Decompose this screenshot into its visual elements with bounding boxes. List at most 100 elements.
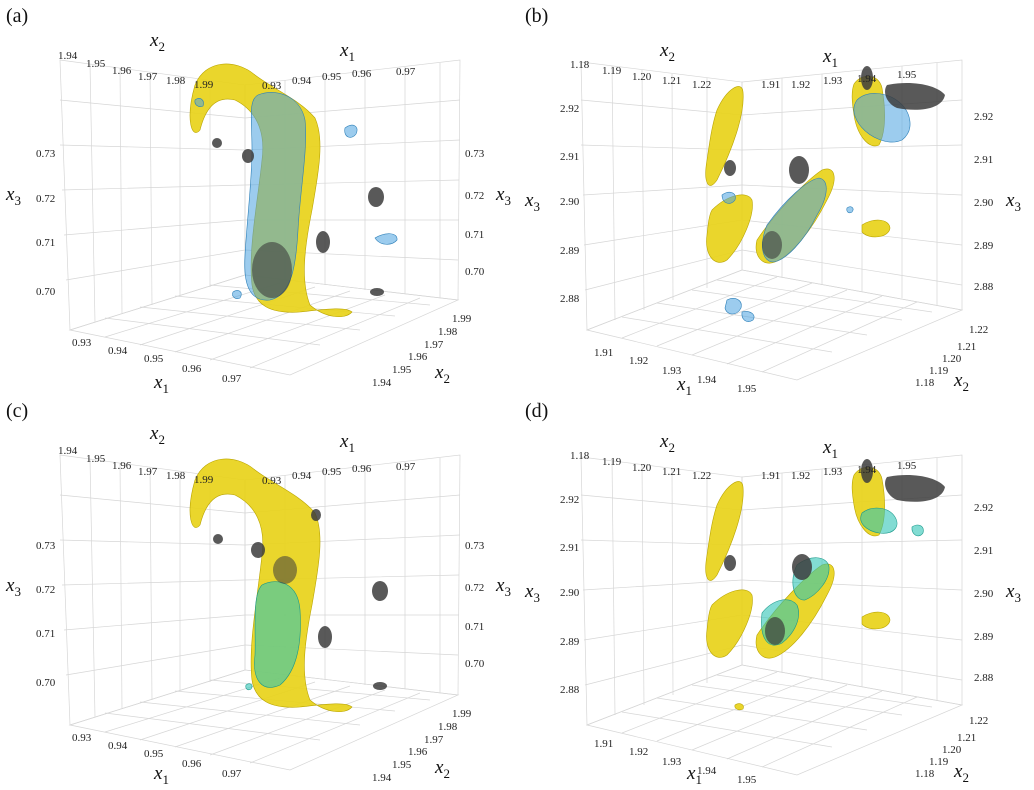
x1-back-ticks: 0.93 0.94 0.95 0.96 0.97: [262, 66, 416, 92]
tick-label: 1.18: [915, 377, 935, 389]
tick-label: 2.89: [974, 240, 994, 252]
x2-axis-label-front: x2: [953, 761, 969, 785]
tick-label: 1.19: [929, 365, 949, 377]
tick-label: 0.94: [108, 740, 128, 752]
x3-axis-label-right: x3: [1005, 581, 1021, 605]
tick-labels: 1.18 1.19 1.20 1.21 1.22 1.91 1.92 1.93 …: [560, 450, 994, 786]
tick-label: 1.97: [138, 466, 158, 478]
x2-axis-label-back: x2: [659, 40, 675, 64]
x2-axis-label-front: x2: [434, 362, 450, 386]
x1-front-ticks: 0.93 0.94 0.95 0.96 0.97: [72, 732, 242, 780]
tick-label: 0.96: [182, 758, 202, 770]
tick-label: 0.93: [262, 475, 282, 487]
panel-label: (c): [6, 400, 28, 422]
tick-label: 2.88: [974, 281, 994, 293]
x3-axis-label-left: x3: [5, 184, 21, 208]
gray-isosurface: [724, 459, 945, 645]
tick-label: 0.73: [465, 540, 485, 552]
panel-d: (d): [517, 395, 1034, 790]
tick-label: 1.94: [58, 50, 78, 62]
grid-floor: [585, 269, 964, 381]
tick-label: 0.72: [465, 582, 484, 594]
tick-label: 1.97: [424, 734, 444, 746]
tick-label: 0.97: [222, 373, 242, 385]
panel-label: (b): [525, 5, 548, 27]
x1-back-ticks: 1.91 1.92 1.93 1.94 1.95: [761, 460, 917, 482]
grid-floor: [68, 669, 460, 771]
tick-label: 1.93: [823, 466, 843, 478]
tick-label: 0.97: [396, 461, 416, 473]
tick-label: 0.73: [465, 148, 485, 160]
grid-floor: [585, 664, 964, 776]
tick-labels: 1.94 1.95 1.96 1.97 1.98 1.99 0.93 0.94 …: [36, 50, 485, 389]
x3-right-ticks: 0.73 0.72 0.71 0.70: [465, 540, 485, 670]
tick-label: 1.96: [112, 460, 132, 472]
gray-isosurface: [212, 138, 384, 298]
panel-label: (a): [6, 5, 28, 27]
tick-label: 1.95: [897, 460, 917, 472]
tick-label: 1.95: [737, 383, 757, 395]
x3-left-ticks: 0.73 0.72 0.71 0.70: [36, 540, 56, 689]
tick-label: 2.88: [974, 672, 994, 684]
tick-label: 1.97: [424, 339, 444, 351]
tick-label: 0.93: [72, 732, 92, 744]
tick-label: 0.94: [292, 75, 312, 87]
tick-label: 2.91: [974, 545, 993, 557]
x1-axis-label-back: x1: [822, 46, 838, 70]
tick-label: 0.94: [292, 470, 312, 482]
x2-axis-label-back: x2: [659, 431, 675, 455]
tick-label: 1.92: [629, 746, 648, 758]
x3-left-ticks: 2.92 2.91 2.90 2.89 2.88: [560, 103, 580, 305]
x1-front-ticks: 1.91 1.92 1.93 1.94 1.95: [594, 347, 757, 395]
tick-label: 0.95: [144, 748, 164, 760]
tick-label: 1.21: [662, 75, 681, 87]
tick-label: 0.71: [36, 237, 55, 249]
tick-label: 2.88: [560, 684, 580, 696]
tick-label: 2.92: [560, 103, 579, 115]
tick-label: 2.91: [974, 154, 993, 166]
tick-label: 0.96: [352, 463, 372, 475]
overlay-isosurface: [245, 581, 301, 691]
tick-label: 0.96: [182, 363, 202, 375]
tick-label: 1.97: [138, 71, 158, 83]
tick-label: 1.95: [897, 69, 917, 81]
tick-label: 0.72: [465, 190, 484, 202]
tick-label: 0.73: [36, 540, 56, 552]
tick-label: 1.92: [629, 355, 648, 367]
x1-axis-label-front: x1: [153, 763, 169, 787]
tick-label: 0.70: [465, 658, 485, 670]
tick-label: 1.91: [761, 470, 780, 482]
tick-label: 1.96: [112, 65, 132, 77]
tick-labels: 1.94 1.95 1.96 1.97 1.98 1.99 0.93 0.94 …: [36, 445, 485, 784]
overlay-isosurface: [761, 507, 924, 646]
tick-label: 2.90: [560, 587, 580, 599]
x3-axis-label-left: x3: [5, 575, 21, 599]
tick-label: 0.94: [108, 345, 128, 357]
tick-label: 1.21: [957, 341, 976, 353]
tick-label: 1.99: [194, 79, 214, 91]
grid-floor: [68, 274, 460, 376]
x1-axis-label-front: x1: [686, 763, 702, 787]
x2-axis-label-back: x2: [149, 30, 165, 54]
x2-axis-label-front: x2: [953, 370, 969, 394]
tick-label: 1.92: [791, 79, 810, 91]
x2-axis-label-front: x2: [434, 757, 450, 781]
tick-label: 0.97: [222, 768, 242, 780]
tick-label: 1.93: [662, 756, 682, 768]
tick-label: 1.18: [570, 450, 590, 462]
tick-label: 0.93: [72, 337, 92, 349]
tick-label: 1.94: [372, 377, 392, 389]
tick-label: 1.18: [570, 59, 590, 71]
x2-back-ticks: 1.18 1.19 1.20 1.21 1.22: [570, 59, 711, 91]
tick-label: 0.95: [322, 71, 342, 83]
tick-label: 1.96: [408, 746, 428, 758]
grid-left-wall: [580, 61, 743, 331]
tick-label: 2.89: [974, 631, 994, 643]
tick-label: 0.95: [322, 466, 342, 478]
tick-label: 2.90: [560, 196, 580, 208]
axis-labels: x2 x1 x3 x3 x1 x2: [5, 423, 511, 787]
grid-left-wall: [580, 456, 743, 726]
tick-label: 1.95: [86, 453, 106, 465]
tick-label: 1.95: [392, 364, 412, 376]
panel-c-plot: (c): [5, 400, 511, 787]
